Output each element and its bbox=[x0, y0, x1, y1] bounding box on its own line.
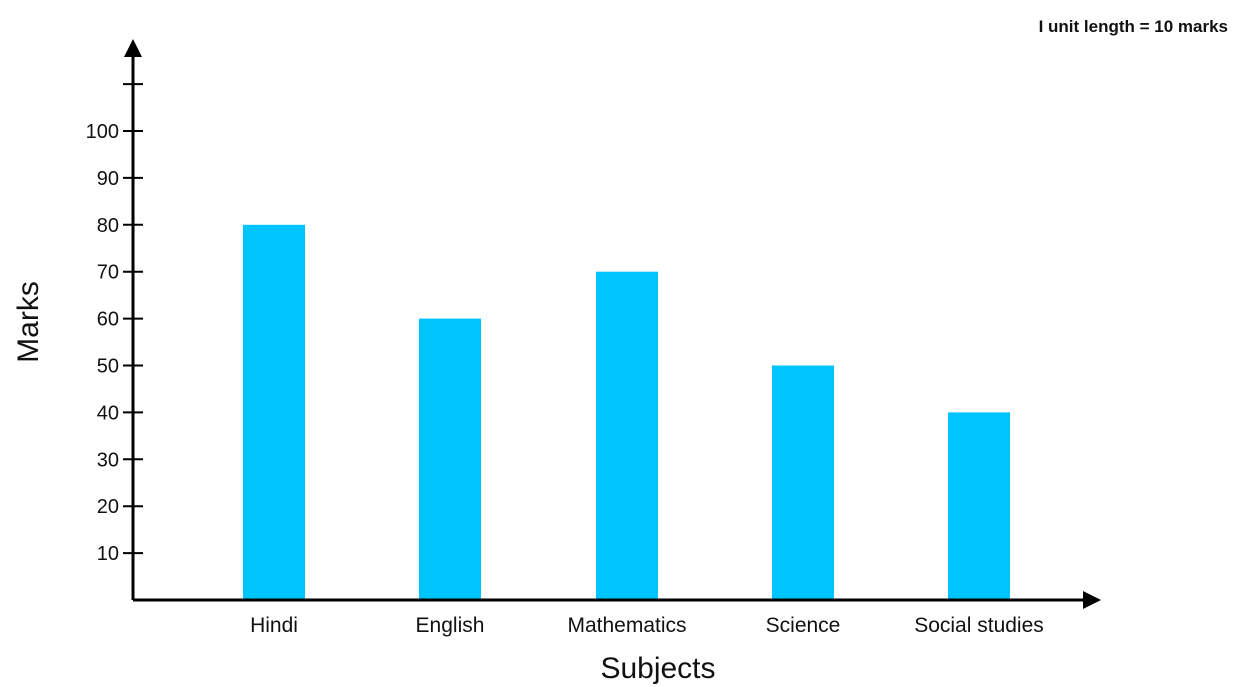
y-tick-label: 20 bbox=[97, 496, 119, 518]
bar-english bbox=[419, 318, 481, 600]
unit-length-note: I unit length = 10 marks bbox=[1039, 17, 1228, 36]
x-tick-label-science: Science bbox=[766, 614, 841, 637]
bar-mathematics bbox=[596, 271, 658, 600]
y-tick-label: 100 bbox=[86, 121, 119, 143]
bar-science bbox=[772, 365, 834, 600]
bar-social-studies bbox=[948, 412, 1010, 600]
y-tick-label: 70 bbox=[97, 262, 119, 284]
bar-hindi bbox=[243, 224, 305, 601]
y-tick-label: 50 bbox=[97, 356, 119, 378]
y-tick-label: 10 bbox=[97, 543, 119, 565]
x-axis-title: Subjects bbox=[600, 652, 715, 685]
x-tick-label-english: English bbox=[416, 614, 485, 637]
x-tick-label-mathematics: Mathematics bbox=[567, 614, 686, 637]
y-tick-label: 90 bbox=[97, 168, 119, 190]
x-axis-tick-labels: Hindi English Mathematics Science Social stu… bbox=[250, 614, 1044, 637]
x-tick-label-social-studies: Social studies bbox=[914, 614, 1044, 637]
bars-group bbox=[243, 224, 1010, 601]
y-tick-label: 80 bbox=[97, 215, 119, 237]
y-tick-label: 40 bbox=[97, 402, 119, 424]
y-tick-label: 60 bbox=[97, 309, 119, 331]
x-tick-label-hindi: Hindi bbox=[250, 614, 298, 637]
y-tick-label: 30 bbox=[97, 449, 119, 471]
y-axis-title: Marks bbox=[12, 281, 45, 363]
